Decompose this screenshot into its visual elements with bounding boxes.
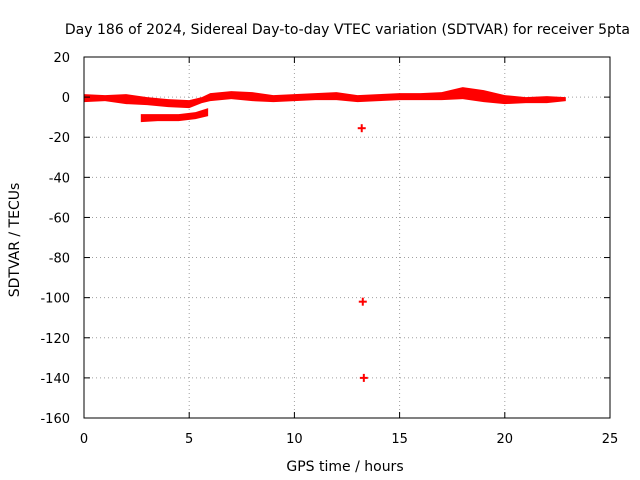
y-tick-label: -80 <box>49 252 70 267</box>
outlier-point <box>358 297 367 306</box>
axis-ticks: 0 5 10 15 20 25 20 0 -20 -40 -60 -80 -100 -120 -140 -16… <box>40 51 618 447</box>
x-tick-label: 20 <box>497 432 514 447</box>
y-tick-label: -60 <box>49 211 70 226</box>
y-tick-label: 20 <box>53 51 70 66</box>
x-tick-label: 0 <box>80 432 88 447</box>
y-tick-label: -20 <box>49 131 70 146</box>
grid-lines <box>84 57 610 418</box>
outlier-point <box>359 373 368 382</box>
x-tick-label: 15 <box>391 432 408 447</box>
x-tick-label: 5 <box>185 432 193 447</box>
y-tick-label: -160 <box>40 412 70 427</box>
y-tick-label: 0 <box>62 91 70 106</box>
y-axis-label: SDTVAR / TECUs <box>7 183 23 298</box>
chart-title: Day 186 of 2024, Sidereal Day-to-day VTE… <box>65 22 630 38</box>
y-tick-label: -100 <box>40 292 70 307</box>
series-lower-arc <box>140 108 209 123</box>
outlier-point <box>357 124 366 133</box>
series-main-trace <box>84 87 566 109</box>
x-axis-label: GPS time / hours <box>286 459 403 475</box>
y-tick-label: -40 <box>49 171 70 186</box>
y-tick-label: -120 <box>40 332 70 347</box>
x-tick-label: 10 <box>286 432 303 447</box>
data-layer <box>84 87 566 382</box>
y-tick-label: -140 <box>40 372 70 387</box>
x-tick-label: 25 <box>602 432 619 447</box>
plot-frame <box>83 56 611 419</box>
